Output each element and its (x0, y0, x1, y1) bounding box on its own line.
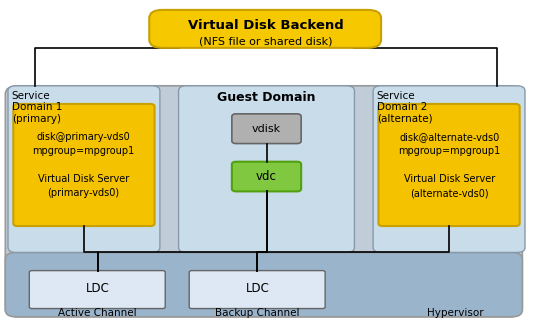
Text: Hypervisor: Hypervisor (427, 309, 484, 318)
FancyBboxPatch shape (232, 114, 301, 144)
FancyBboxPatch shape (5, 86, 522, 317)
Text: Active Channel: Active Channel (58, 309, 137, 318)
FancyBboxPatch shape (5, 252, 522, 317)
FancyBboxPatch shape (8, 86, 160, 252)
Text: disk@primary-vds0
mpgroup=mpgroup1

Virtual Disk Server
(primary-vds0): disk@primary-vds0 mpgroup=mpgroup1 Virtu… (33, 132, 135, 198)
Text: LDC: LDC (86, 282, 109, 295)
FancyBboxPatch shape (378, 104, 520, 226)
Text: vdisk: vdisk (252, 124, 281, 134)
FancyBboxPatch shape (149, 10, 381, 48)
FancyBboxPatch shape (189, 271, 325, 309)
Text: vdc: vdc (256, 170, 277, 183)
Text: Virtual Disk Backend: Virtual Disk Backend (188, 18, 343, 32)
FancyBboxPatch shape (373, 86, 525, 252)
FancyBboxPatch shape (13, 104, 155, 226)
FancyBboxPatch shape (179, 86, 354, 252)
FancyBboxPatch shape (232, 162, 301, 191)
FancyBboxPatch shape (29, 271, 165, 309)
Text: Guest Domain: Guest Domain (217, 91, 316, 104)
Text: LDC: LDC (246, 282, 269, 295)
Text: Service
Domain 1
(primary): Service Domain 1 (primary) (12, 91, 62, 124)
Text: Backup Channel: Backup Channel (215, 309, 300, 318)
Text: Service
Domain 2
(alternate): Service Domain 2 (alternate) (377, 91, 432, 124)
Text: (NFS file or shared disk): (NFS file or shared disk) (199, 36, 332, 46)
Text: disk@alternate-vds0
mpgroup=mpgroup1

Virtual Disk Server
(alternate-vds0): disk@alternate-vds0 mpgroup=mpgroup1 Vir… (398, 132, 500, 198)
